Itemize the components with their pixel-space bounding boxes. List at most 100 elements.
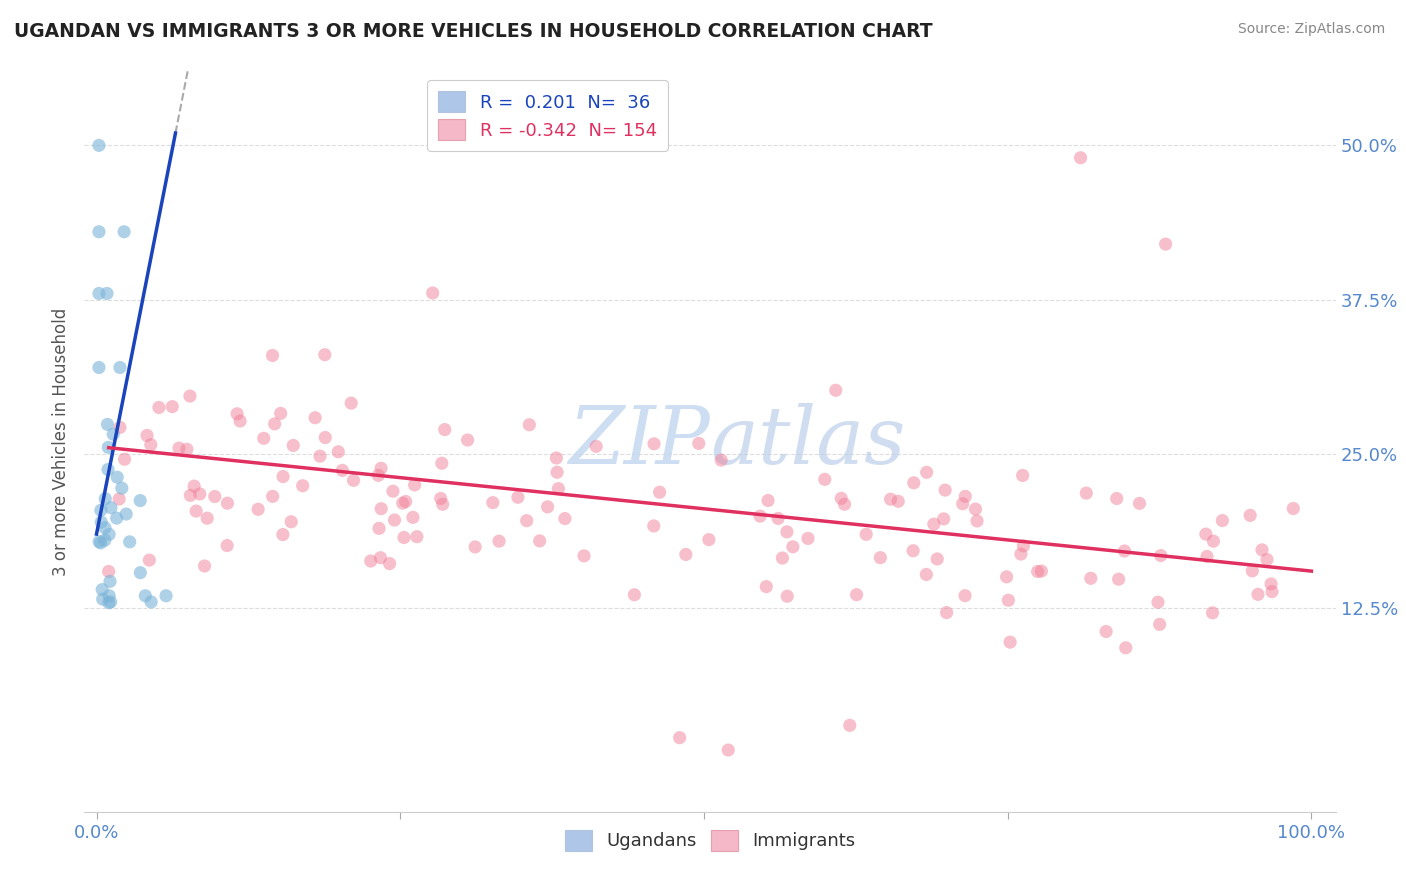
Point — [934, 483, 956, 497]
Point — [148, 401, 170, 415]
Point — [585, 439, 607, 453]
Point — [546, 450, 568, 465]
Point — [1211, 514, 1233, 528]
Point — [370, 501, 392, 516]
Point — [1261, 584, 1284, 599]
Point — [717, 743, 740, 757]
Point — [1114, 544, 1136, 558]
Point — [108, 491, 131, 506]
Point — [517, 417, 540, 432]
Point — [105, 470, 128, 484]
Point — [1256, 552, 1278, 566]
Point — [136, 428, 159, 442]
Point — [90, 536, 112, 550]
Point — [229, 414, 252, 428]
Point — [108, 420, 131, 434]
Text: UGANDAN VS IMMIGRANTS 3 OR MORE VEHICLES IN HOUSEHOLD CORRELATION CHART: UGANDAN VS IMMIGRANTS 3 OR MORE VEHICLES… — [14, 22, 932, 41]
Point — [782, 540, 804, 554]
Point — [328, 445, 350, 459]
Point — [96, 417, 118, 432]
Point — [814, 472, 837, 486]
Point — [998, 635, 1021, 649]
Point — [766, 511, 789, 525]
Point — [830, 491, 852, 506]
Point — [179, 389, 201, 403]
Point — [901, 543, 924, 558]
Point — [1105, 491, 1128, 506]
Point — [572, 549, 595, 563]
Point — [129, 566, 152, 580]
Point — [955, 489, 977, 503]
Point — [838, 718, 860, 732]
Point — [845, 588, 868, 602]
Point — [433, 423, 456, 437]
Point — [381, 484, 404, 499]
Point — [91, 582, 114, 597]
Point — [1070, 151, 1092, 165]
Point — [668, 731, 690, 745]
Point — [1282, 501, 1305, 516]
Point — [1108, 572, 1130, 586]
Point — [384, 513, 406, 527]
Point — [188, 487, 211, 501]
Point — [340, 396, 363, 410]
Point — [953, 589, 976, 603]
Point — [108, 360, 131, 375]
Point — [105, 511, 128, 525]
Point — [87, 360, 110, 375]
Point — [1128, 496, 1150, 510]
Point — [309, 449, 332, 463]
Point — [98, 574, 121, 589]
Point — [204, 490, 226, 504]
Point — [770, 551, 793, 566]
Point — [114, 452, 136, 467]
Point — [283, 438, 305, 452]
Point — [834, 497, 856, 511]
Point — [915, 567, 938, 582]
Point — [903, 475, 925, 490]
Point — [98, 527, 121, 541]
Point — [432, 497, 454, 511]
Point — [330, 463, 353, 477]
Point — [776, 524, 799, 539]
Point — [370, 461, 392, 475]
Point — [965, 502, 987, 516]
Point — [263, 417, 285, 431]
Point — [966, 514, 988, 528]
Point — [536, 500, 558, 514]
Point — [280, 515, 302, 529]
Point — [94, 521, 117, 535]
Point — [217, 496, 239, 510]
Point — [87, 138, 110, 153]
Point — [97, 462, 120, 476]
Point — [141, 595, 163, 609]
Point — [1115, 640, 1137, 655]
Text: atlas: atlas — [710, 403, 905, 480]
Point — [392, 531, 415, 545]
Point — [176, 442, 198, 457]
Point — [688, 436, 710, 450]
Point — [395, 494, 418, 508]
Point — [291, 479, 314, 493]
Point — [675, 548, 697, 562]
Point — [457, 433, 479, 447]
Point — [710, 453, 733, 467]
Point — [506, 490, 529, 504]
Point — [370, 550, 392, 565]
Point — [1202, 534, 1225, 549]
Point — [98, 589, 121, 603]
Point — [776, 589, 799, 603]
Point — [824, 384, 846, 398]
Point — [155, 589, 177, 603]
Point — [855, 527, 877, 541]
Point — [554, 511, 576, 525]
Point — [488, 534, 510, 549]
Point — [314, 348, 336, 362]
Point — [378, 557, 401, 571]
Point — [1150, 549, 1173, 563]
Point — [262, 349, 284, 363]
Point — [367, 468, 389, 483]
Point — [482, 495, 505, 509]
Point — [342, 473, 364, 487]
Point — [90, 503, 112, 517]
